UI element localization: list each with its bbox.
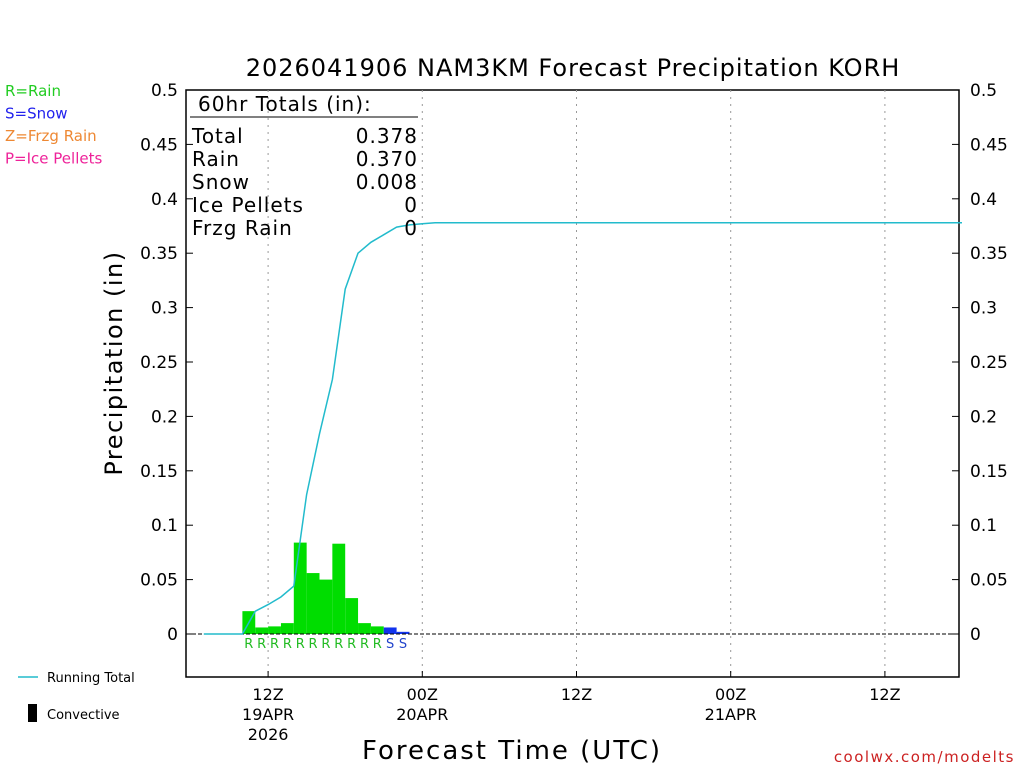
- y-tick-label-left: 0.05: [140, 571, 178, 591]
- precip-bar: [383, 627, 397, 634]
- y-tick-label-left: 0.3: [151, 299, 178, 319]
- y-tick-label-left: 0.1: [151, 516, 178, 536]
- x-tick-label: 12Z: [561, 685, 592, 704]
- precip-type-label: R: [373, 637, 382, 652]
- totals-row-value: 0.370: [356, 147, 418, 171]
- precip-bar: [255, 627, 269, 634]
- x-tick-label: 00Z: [715, 685, 746, 704]
- precip-type-legend-entry: P=Ice Pellets: [5, 150, 102, 168]
- totals-row-value: 0: [404, 216, 418, 240]
- precip-type-label: R: [283, 637, 292, 652]
- y-tick-label-right: 0.45: [970, 135, 1008, 155]
- credit-text: coolwx.com/modelts: [834, 748, 1015, 766]
- y-tick-label-right: 0.4: [970, 190, 997, 210]
- totals-row-label: Rain: [192, 147, 240, 171]
- y-axis-left: 0.5 0.45 0.4 0.35 0.3 0.25 0.2 0.15 0.1 0.05 0: [140, 81, 193, 645]
- plot-frame: [185, 89, 960, 678]
- y-tick-label-left: 0.4: [151, 190, 178, 210]
- precip-type-label: R: [244, 637, 253, 652]
- y-tick-label-right: 0.35: [970, 244, 1008, 264]
- y-tick-label-right: 0.2: [970, 407, 997, 427]
- precip-type-legend: R=Rain S=Snow Z=Frzg Rain P=Ice Pellets: [5, 82, 102, 168]
- precip-type-label: R: [296, 637, 305, 652]
- chart-title: 2026041906 NAM3KM Forecast Precipitation…: [246, 54, 901, 82]
- x-tick-date: 19APR: [242, 705, 294, 724]
- totals-box: 60hr Totals (in): Total 0.378 Rain 0.370 Sno…: [190, 92, 418, 240]
- y-tick-label-left: 0.2: [151, 407, 178, 427]
- y-tick-label-left: 0.15: [140, 462, 178, 482]
- y-tick-label-right: 0.3: [970, 299, 997, 319]
- x-tick-label: 00Z: [407, 685, 438, 704]
- precip-bar: [345, 598, 359, 634]
- y-tick-label-right: 0.05: [970, 571, 1008, 591]
- precip-type-label: R: [347, 637, 356, 652]
- precip-bar: [370, 626, 384, 634]
- precip-type-legend-entry: S=Snow: [5, 105, 68, 123]
- precip-bar: [358, 623, 371, 634]
- precip-bars: [242, 542, 410, 634]
- convective-legend-swatch: [28, 704, 37, 722]
- precip-bar: [396, 631, 410, 634]
- y-tick-label-left: 0: [167, 625, 178, 645]
- convective-legend-label: Convective: [47, 708, 120, 723]
- precip-bar: [319, 579, 333, 634]
- precip-type-label: R: [321, 637, 330, 652]
- precip-type-legend-entry: Z=Frzg Rain: [5, 127, 97, 145]
- precip-type-label: S: [399, 637, 407, 652]
- y-tick-label-left: 0.5: [151, 81, 178, 101]
- y-tick-label-right: 0.25: [970, 353, 1008, 373]
- y-axis-right: 0.5 0.45 0.4 0.35 0.3 0.25 0.2 0.15 0.1 0.05 0: [952, 81, 1008, 645]
- totals-row-label: Ice Pellets: [192, 193, 304, 217]
- y-tick-label-left: 0.35: [140, 244, 178, 264]
- y-tick-label-left: 0.25: [140, 353, 178, 373]
- totals-header: 60hr Totals (in):: [198, 92, 372, 116]
- x-tick-date: 20APR: [396, 705, 448, 724]
- y-tick-label-right: 0.15: [970, 462, 1008, 482]
- totals-row-label: Total: [191, 124, 244, 148]
- precip-type-legend-entry: R=Rain: [5, 82, 61, 100]
- series-legend: Running Total Convective: [18, 671, 135, 723]
- x-tick-date: 21APR: [705, 705, 757, 724]
- precip-bar: [280, 623, 294, 634]
- y-tick-label-right: 0: [970, 625, 981, 645]
- precip-type-label: R: [257, 637, 266, 652]
- x-axis-label: Forecast Time (UTC): [362, 736, 662, 766]
- x-tick-label: 12Z: [869, 685, 900, 704]
- precip-bar: [306, 573, 320, 634]
- totals-row-value: 0: [404, 193, 418, 217]
- precip-type-label: S: [386, 637, 394, 652]
- precip-type-label: R: [360, 637, 369, 652]
- running-total-line: [203, 221, 962, 635]
- precip-type-label: R: [334, 637, 343, 652]
- totals-row-label: Frzg Rain: [192, 216, 293, 240]
- y-tick-label-right: 0.5: [970, 81, 997, 101]
- precip-bar: [332, 543, 346, 634]
- y-axis-label: Precipitation (in): [100, 250, 128, 475]
- precip-bar: [268, 626, 281, 634]
- y-tick-label-left: 0.45: [140, 135, 178, 155]
- totals-row-value: 0.378: [356, 124, 418, 148]
- totals-row-value: 0.008: [356, 170, 418, 194]
- precip-bar: [293, 542, 307, 634]
- x-tick-year: 2026: [248, 725, 289, 744]
- running-total-legend-label: Running Total: [47, 671, 135, 686]
- x-tick-label: 12Z: [252, 685, 283, 704]
- precip-type-label: R: [309, 637, 318, 652]
- y-tick-label-right: 0.1: [970, 516, 997, 536]
- precip-type-label: R: [270, 637, 279, 652]
- totals-row-label: Snow: [192, 170, 250, 194]
